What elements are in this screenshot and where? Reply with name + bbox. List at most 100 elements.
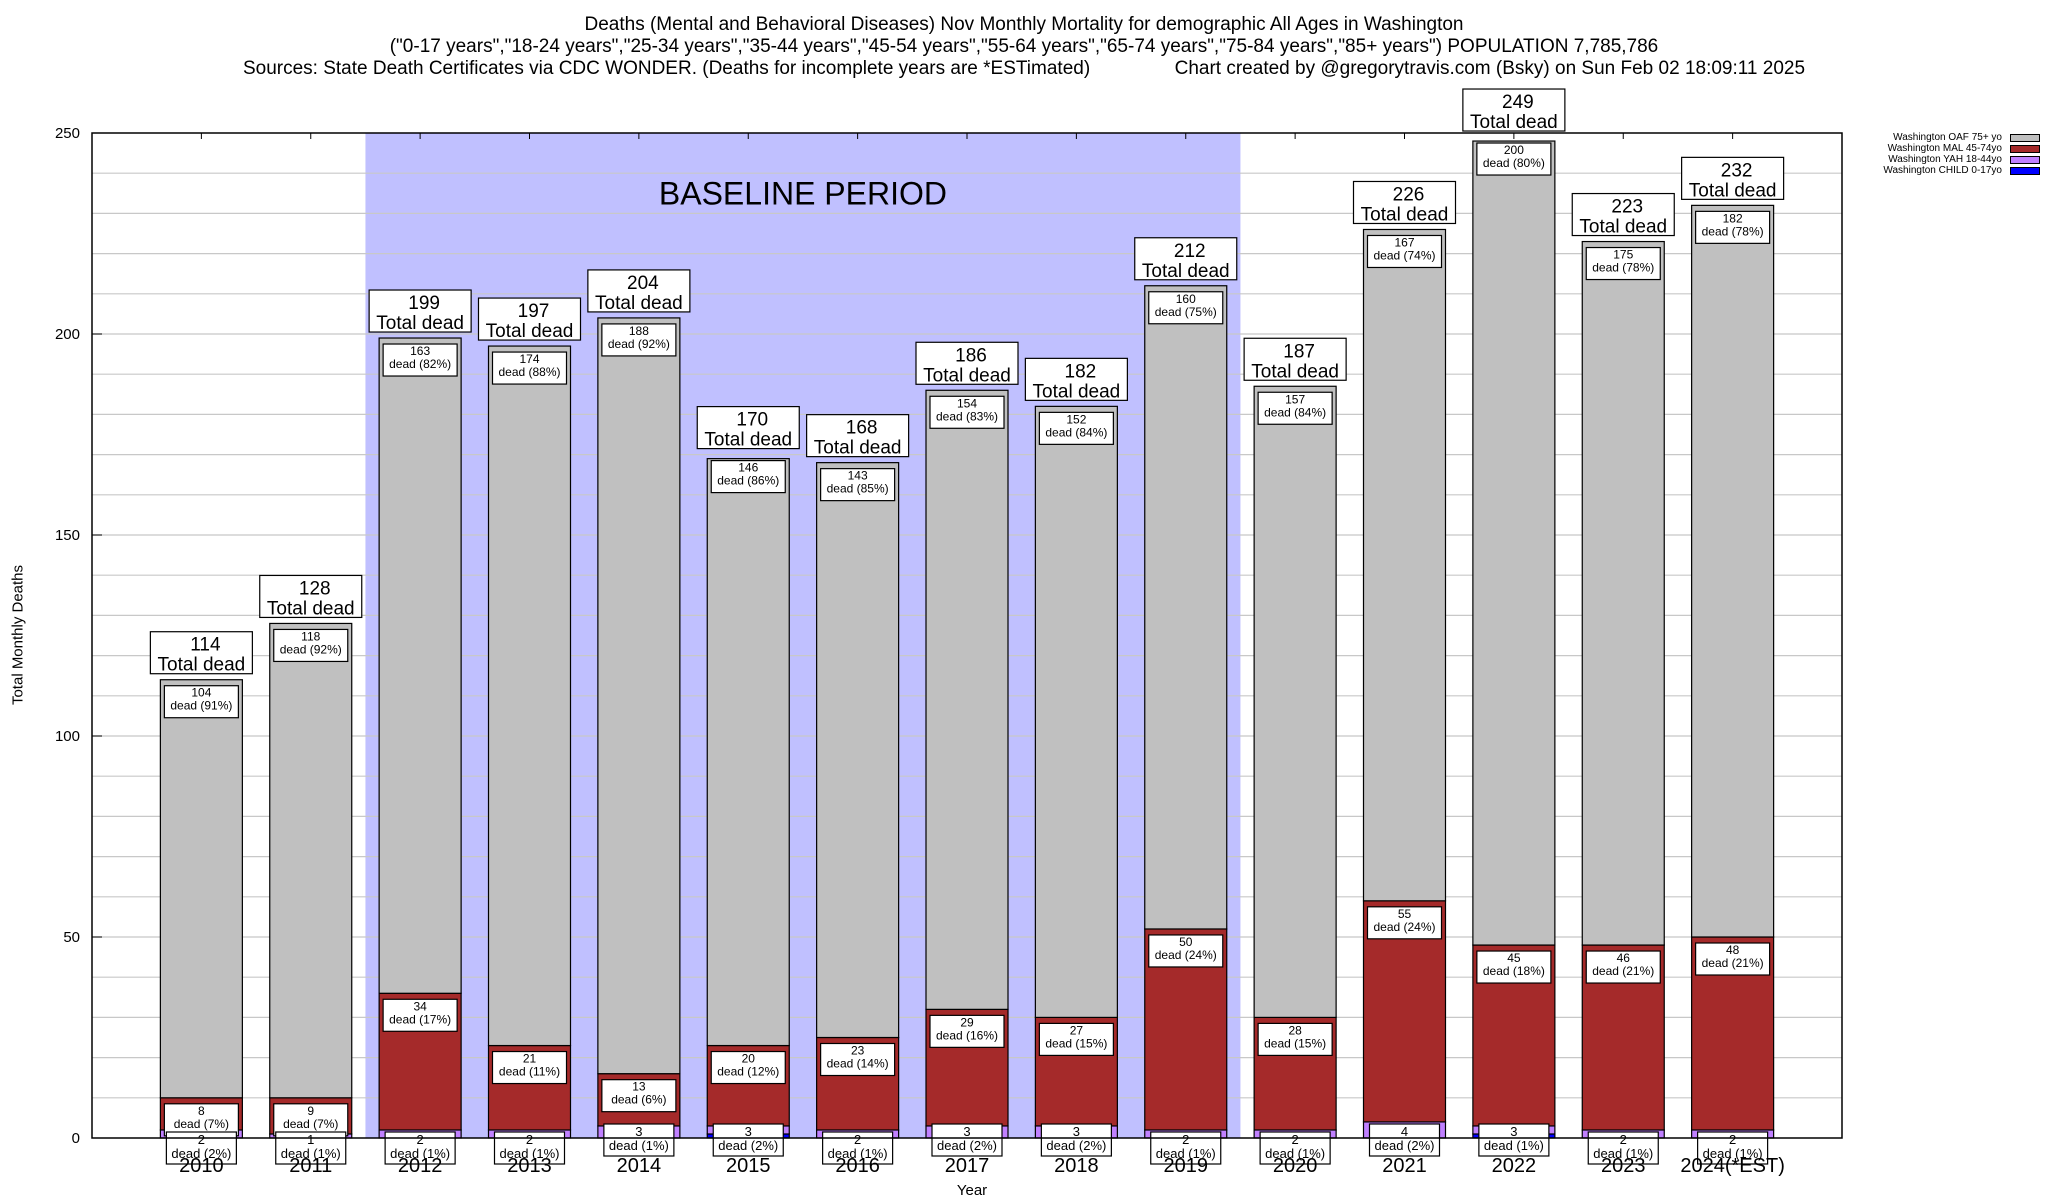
oaf-label-box <box>382 343 458 377</box>
y-tick-label: 150 <box>55 527 80 544</box>
total-label-box <box>1134 237 1238 281</box>
oaf-label-text: dead (91%) <box>170 699 232 713</box>
oaf-label-text: 146 <box>738 461 758 475</box>
total-label-box <box>587 269 691 313</box>
chart-titles: Deaths (Mental and Behavioral Diseases) … <box>0 14 2048 80</box>
y-tick-label: 50 <box>63 929 80 946</box>
bar-segment-oaf <box>816 462 900 1039</box>
total-label-box <box>1243 337 1347 381</box>
yah-label-text: dead (2%) <box>171 1146 231 1161</box>
total-label-box <box>149 631 253 675</box>
total-label-value: 212 <box>1174 241 1206 262</box>
oaf-label-text: dead (80%) <box>1483 156 1545 170</box>
yah-label-text: 2 <box>1729 1132 1736 1147</box>
x-axis-label: Year <box>956 1182 988 1199</box>
oaf-label-text: dead (85%) <box>827 482 889 496</box>
oaf-label-box <box>1585 246 1661 281</box>
mal-label-box <box>1476 950 1552 984</box>
yah-label-text: 2 <box>198 1132 205 1147</box>
yah-label-text: dead (1%) <box>1484 1138 1544 1153</box>
oaf-label-box <box>1257 391 1333 425</box>
oaf-label-text: 182 <box>1723 211 1743 225</box>
mal-label-box <box>710 1050 786 1085</box>
bar-segment-oaf <box>1362 228 1447 902</box>
oaf-label-text: 174 <box>519 352 539 366</box>
x-tick-label: 2012 <box>398 1155 443 1177</box>
total-label-text: Total dead <box>595 293 683 314</box>
mal-label-box <box>382 998 458 1032</box>
yah-label-text: 4 <box>1401 1124 1408 1139</box>
total-label-text: Total dead <box>1142 261 1230 282</box>
legend-swatch-yah <box>2010 155 2040 164</box>
x-tick-label: 2023 <box>1601 1155 1646 1177</box>
total-label-box <box>259 574 363 619</box>
total-label-box <box>806 414 910 458</box>
chart-title: Deaths (Mental and Behavioral Diseases) … <box>584 14 1464 35</box>
oaf-label-box <box>163 685 239 719</box>
bar-segment-oaf <box>159 679 243 1099</box>
mal-label-box <box>1695 942 1771 976</box>
x-tick-label: 2017 <box>945 1155 990 1177</box>
yah-label-text: dead (1%) <box>828 1146 888 1161</box>
mal-label-text: 29 <box>960 1015 974 1029</box>
yah-label-text: 1 <box>307 1132 314 1147</box>
mal-label-text: 23 <box>851 1044 865 1058</box>
yah-label-box <box>1368 1123 1441 1157</box>
yah-label-text: 2 <box>1292 1132 1299 1147</box>
total-label-text: Total dead <box>376 313 464 334</box>
bar-segment-oaf <box>1253 385 1337 1019</box>
oaf-label-text: dead (74%) <box>1373 248 1435 262</box>
yah-label-text: dead (2%) <box>1046 1138 1106 1153</box>
bar-segment-oaf <box>1472 140 1556 946</box>
yah-label-text: 2 <box>1620 1132 1627 1147</box>
yah-label-text: 3 <box>745 1124 752 1139</box>
total-label-value: 114 <box>190 635 221 656</box>
legend-item-oaf: Washington OAF 75+ yo <box>1883 132 2040 143</box>
mal-label-text: 28 <box>1288 1023 1302 1037</box>
yah-label-text: 2 <box>417 1132 424 1147</box>
yah-label-text: 2 <box>854 1132 861 1147</box>
mal-label-text: 13 <box>632 1080 646 1094</box>
mal-label-text: dead (14%) <box>827 1057 889 1071</box>
mal-label-box <box>1366 906 1443 940</box>
oaf-label-text: 163 <box>410 344 430 358</box>
mal-label-text: 46 <box>1617 951 1631 965</box>
mal-label-text: dead (15%) <box>1045 1036 1107 1050</box>
mal-label-text: dead (16%) <box>936 1028 998 1042</box>
y-tick-label: 250 <box>55 125 80 142</box>
mal-label-text: dead (7%) <box>174 1117 229 1131</box>
mal-label-text: 45 <box>1507 951 1521 965</box>
oaf-label-text: dead (78%) <box>1702 224 1764 238</box>
mal-label-text: dead (6%) <box>611 1093 666 1107</box>
bar-segment-oaf <box>706 458 790 1047</box>
mal-label-box <box>1148 934 1224 968</box>
oaf-label-text: 152 <box>1066 412 1086 426</box>
total-label-value: 186 <box>955 345 987 366</box>
chart-subtitle-sources: Sources: State Death Certificates via CD… <box>242 58 1806 79</box>
bar-segment-oaf <box>597 317 681 1075</box>
mal-label-box <box>1257 1022 1333 1057</box>
y-tick-label: 100 <box>55 728 80 745</box>
yah-label-box <box>1040 1123 1112 1157</box>
mal-label-text: 9 <box>307 1104 314 1118</box>
total-label-text: Total dead <box>1579 217 1667 238</box>
mal-label-box <box>820 1042 896 1077</box>
mal-label-text: 48 <box>1726 943 1740 957</box>
mal-label-box <box>273 1103 349 1137</box>
bar-segment-oaf <box>1034 405 1118 1018</box>
bar-segment-oaf <box>1144 285 1228 930</box>
yah-label-text: dead (1%) <box>390 1146 450 1161</box>
mal-label-text: dead (21%) <box>1592 964 1654 978</box>
y-axis-label: Total Monthly Deaths <box>9 564 27 706</box>
oaf-label-text: 160 <box>1176 292 1196 306</box>
yah-label-text: 3 <box>1510 1124 1517 1139</box>
total-label-box <box>1024 357 1128 401</box>
yah-label-text: dead (1%) <box>609 1138 669 1153</box>
oaf-label-text: dead (84%) <box>1264 405 1326 419</box>
yah-label-box <box>1478 1123 1550 1157</box>
total-label-value: 168 <box>846 418 878 439</box>
x-tick-label: 2015 <box>726 1155 771 1177</box>
legend-item-child: Washington CHILD 0-17yo <box>1883 165 2040 176</box>
yah-label-text: 3 <box>963 1124 970 1139</box>
total-label-text: Total dead <box>486 321 574 342</box>
